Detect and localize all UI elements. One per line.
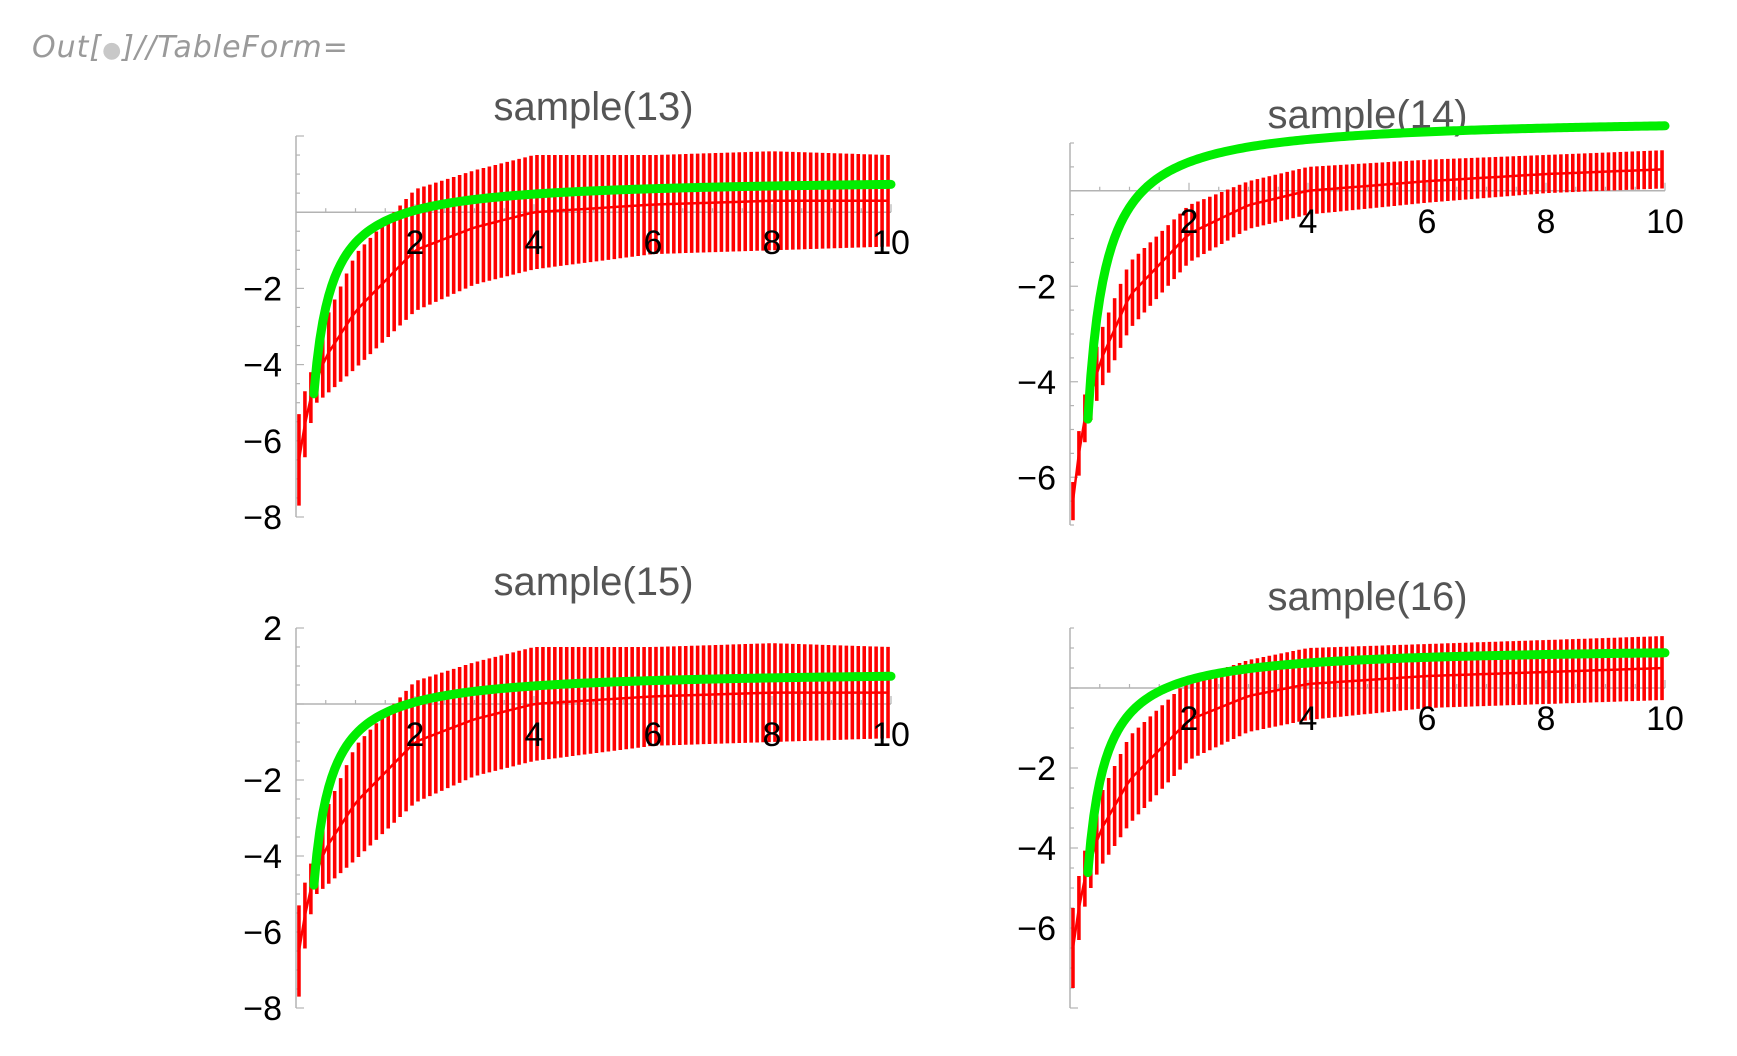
x-tick-label: 6 [644,716,663,754]
fit-curve [1083,121,1670,424]
x-tick-label: 2 [406,224,425,262]
output-cell-label: Out[●]//TableForm= [32,30,349,65]
x-tick-label: 10 [872,224,910,262]
x-tick-label: 8 [1537,203,1556,241]
y-tick-label: −6 [243,423,282,461]
output-suffix: ]//TableForm= [122,30,349,65]
cell-dot-icon: ● [102,38,123,63]
y-tick-label: −8 [243,990,282,1028]
x-tick-label: 4 [525,224,544,262]
x-tick-label: 6 [1418,700,1437,738]
plot-sample-16: sample(16) 2 4 6 8 10 −2 −4 −6 [1017,575,1684,1009]
mean-line [297,691,889,952]
plot-sample-14: sample(14)2 4 6 8 10−2−4−6 [1017,93,1684,526]
mean-line [297,199,889,461]
chart-title: sample(15) [493,560,693,604]
x-tick-label: 6 [1418,203,1437,241]
y-tick-label: 2 [263,610,282,648]
mean-line [1071,168,1663,502]
y-tick-label: −2 [243,270,282,308]
fit-curve [309,179,896,399]
chart-title: sample(13) [493,85,693,129]
error-bar-series [1071,150,1664,521]
y-tick-label: −6 [1017,459,1056,497]
x-tick-label: 8 [1537,700,1556,738]
y-tick-label: −2 [1017,750,1056,788]
x-tick-label: 6 [644,224,663,262]
error-bar-series [297,643,890,997]
x-tick-label: 4 [1299,700,1318,738]
plot-sample-13: sample(13) 2 4 6 8 10 −2 −4 −6 −8 [243,85,910,537]
x-tick-label: 10 [1646,203,1684,241]
y-tick-label: −8 [243,499,282,537]
x-tick-label: 2 [1180,203,1199,241]
y-tick-label: −6 [1017,910,1056,948]
x-tick-label: 8 [763,224,782,262]
y-tick-label: −4 [1017,364,1056,402]
y-tick-label: −4 [243,838,282,876]
y-tick-label: −2 [243,762,282,800]
x-tick-label: 4 [1299,203,1318,241]
y-tick-label: −4 [1017,830,1056,868]
fit-curve [309,671,896,890]
x-tick-label: 10 [1646,700,1684,738]
x-tick-label: 10 [872,716,910,754]
y-tick-label: −2 [1017,268,1056,306]
chart-title: sample(16) [1267,575,1467,619]
output-prefix: Out[ [32,30,103,65]
x-tick-label: 2 [406,716,425,754]
x-tick-label: 8 [763,716,782,754]
mean-line [1071,666,1663,949]
y-tick-label: −4 [243,347,282,385]
x-tick-label: 4 [525,716,544,754]
error-bar-series [297,151,890,506]
fit-curve [1083,648,1670,878]
x-tick-label: 2 [1180,700,1199,738]
y-tick-label: −6 [243,914,282,952]
plot-sample-15: sample(15) 2 4 6 8 10 2 −2 −4 −6 −8 [243,560,910,1028]
